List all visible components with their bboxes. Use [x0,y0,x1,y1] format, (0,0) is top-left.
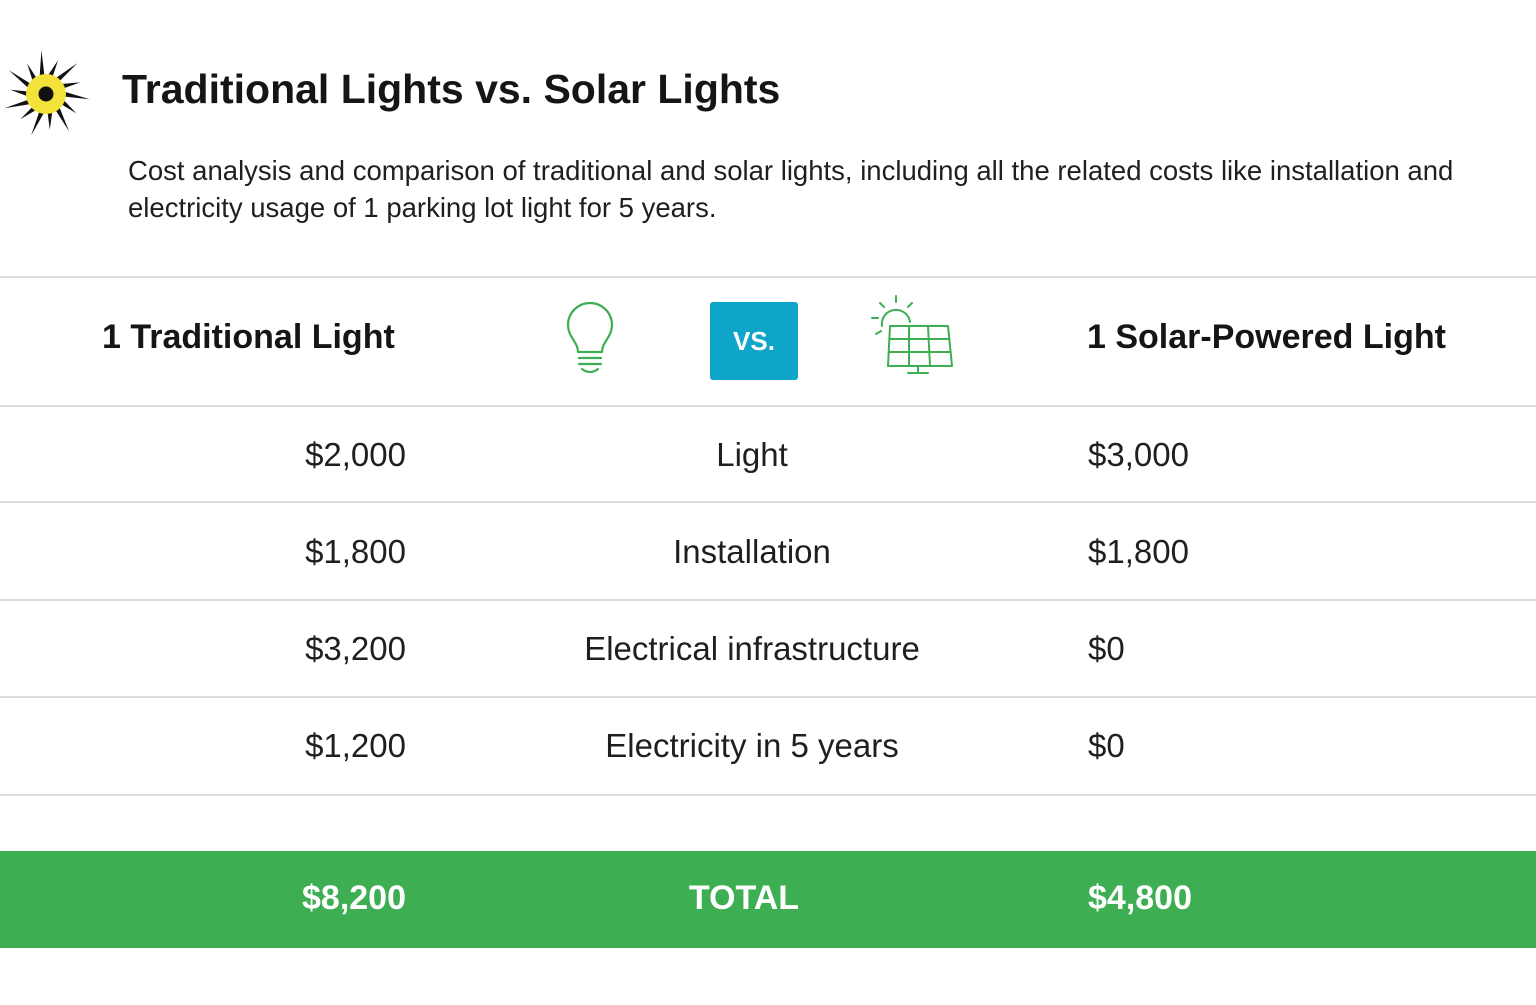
row-traditional-cost: $1,200 [305,727,406,764]
solar-panel-icon [871,295,953,374]
row-solar-cost: $1,800 [1088,533,1189,570]
row-solar-cost: $0 [1088,727,1125,764]
total-traditional: $8,200 [302,879,406,917]
row-item-label: Light [716,436,788,473]
table-divider [0,405,1536,407]
row-traditional-cost: $3,200 [305,630,406,667]
solar-column-header: 1 Solar-Powered Light [1087,318,1446,356]
row-item-label: Electricity in 5 years [605,727,899,764]
row-solar-cost: $0 [1088,630,1125,667]
row-item-label: Electrical infrastructure [584,630,920,667]
table-divider [0,794,1536,796]
light-bulb-icon [566,302,614,374]
row-solar-cost: $3,000 [1088,436,1189,473]
sun-logo-icon [4,50,90,136]
row-item-label: Installation [673,533,831,570]
row-traditional-cost: $2,000 [305,436,406,473]
page-title: Traditional Lights vs. Solar Lights [122,66,781,112]
row-traditional-cost: $1,800 [305,533,406,570]
traditional-column-header: 1 Traditional Light [102,318,395,356]
total-solar: $4,800 [1088,879,1192,917]
total-bar [0,851,1536,948]
table-divider [0,276,1536,278]
vs-badge: VS. [710,302,798,380]
page-subtitle: Cost analysis and comparison of traditio… [128,155,1454,223]
total-label: TOTAL [688,879,800,917]
table-divider [0,501,1536,503]
table-divider [0,599,1536,601]
table-divider [0,696,1536,698]
